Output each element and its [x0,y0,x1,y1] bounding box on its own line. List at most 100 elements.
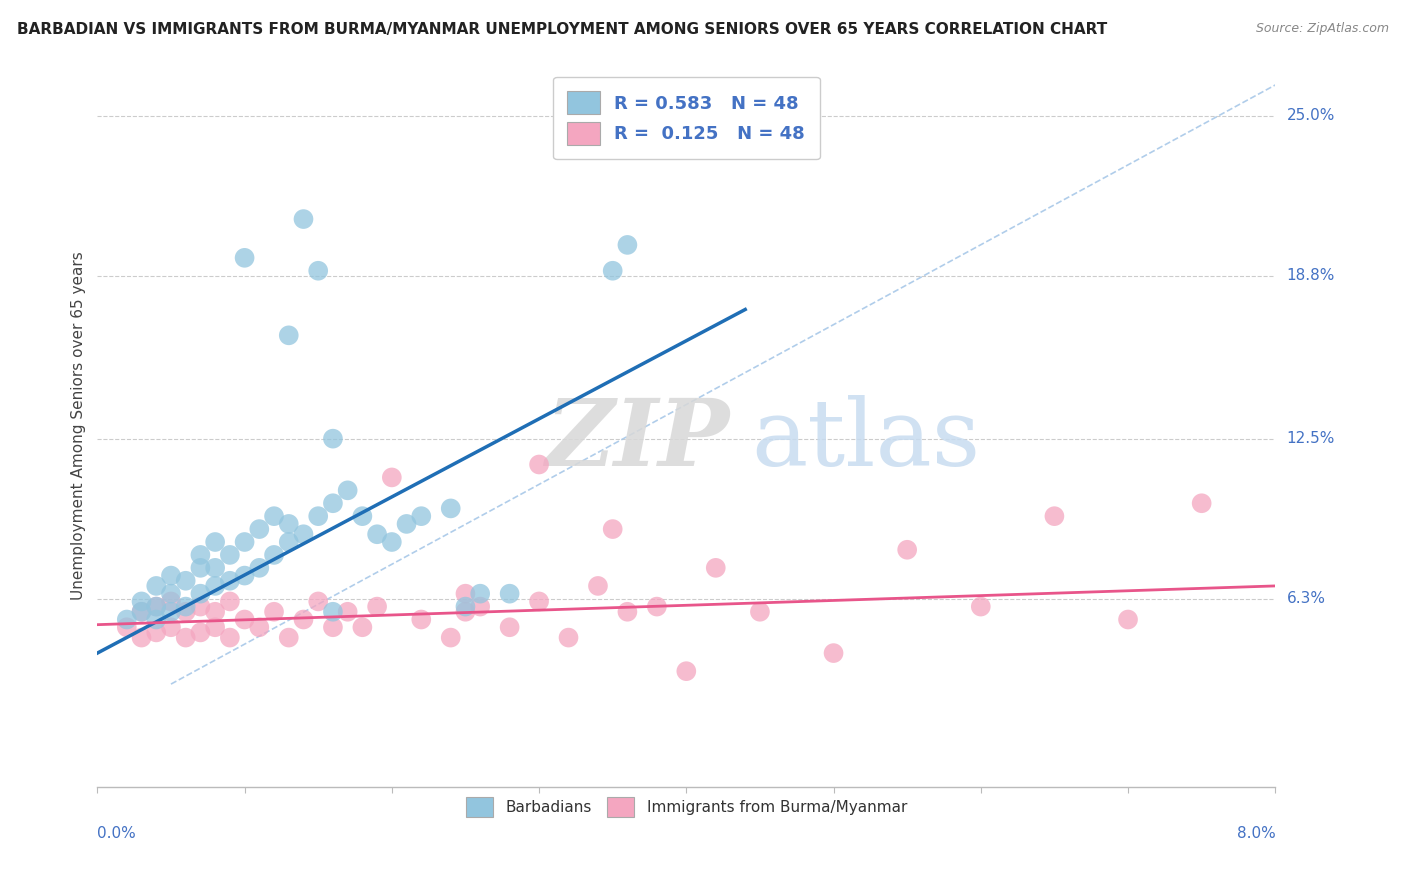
Point [277,631,299,645]
Point [381,470,404,484]
Point [454,587,477,601]
Point [218,631,240,645]
Point [675,664,697,678]
Point [145,613,167,627]
Text: BARBADIAN VS IMMIGRANTS FROM BURMA/MYANMAR UNEMPLOYMENT AMONG SENIORS OVER 65 YE: BARBADIAN VS IMMIGRANTS FROM BURMA/MYANM… [17,22,1107,37]
Point [174,605,197,619]
Point [145,599,167,614]
Point [204,605,226,619]
Point [218,548,240,562]
Point [131,605,153,619]
Point [322,496,344,510]
Point [307,509,329,524]
Point [366,599,388,614]
Point [263,605,285,619]
Point [322,620,344,634]
Point [115,620,138,634]
Point [174,574,197,588]
Point [307,264,329,278]
Point [160,594,183,608]
Point [263,548,285,562]
Point [190,625,212,640]
Point [190,561,212,575]
Point [440,501,463,516]
Point [470,587,492,601]
Point [602,522,624,536]
Point [160,568,183,582]
Point [823,646,845,660]
Point [115,613,138,627]
Point [454,599,477,614]
Point [145,599,167,614]
Point [247,522,270,536]
Point [190,599,212,614]
Point [131,631,153,645]
Point [233,535,256,549]
Point [470,599,492,614]
Point [748,605,770,619]
Point [970,599,993,614]
Point [204,535,226,549]
Point [586,579,609,593]
Point [174,631,197,645]
Text: 6.3%: 6.3% [1286,591,1326,607]
Point [1043,509,1066,524]
Point [381,535,404,549]
Point [218,594,240,608]
Point [247,620,270,634]
Point [277,535,299,549]
Point [704,561,727,575]
Point [247,561,270,575]
Point [131,605,153,619]
Point [292,527,315,541]
Point [160,605,183,619]
Point [527,458,550,472]
Point [277,328,299,343]
Point [204,579,226,593]
Point [160,620,183,634]
Point [336,605,359,619]
Point [145,579,167,593]
Point [352,509,374,524]
Legend: Barbadians, Immigrants from Burma/Myanmar: Barbadians, Immigrants from Burma/Myanma… [460,791,912,823]
Point [292,613,315,627]
Point [233,613,256,627]
Point [233,251,256,265]
Point [411,613,433,627]
Text: 18.8%: 18.8% [1286,268,1334,284]
Point [218,574,240,588]
Point [204,561,226,575]
Point [1116,613,1139,627]
Point [440,631,463,645]
Point [190,587,212,601]
Point [616,238,638,252]
Y-axis label: Unemployment Among Seniors over 65 years: Unemployment Among Seniors over 65 years [72,252,86,600]
Text: 12.5%: 12.5% [1286,431,1334,446]
Text: ZIP: ZIP [546,395,730,485]
Point [557,631,579,645]
Point [527,594,550,608]
Point [498,620,520,634]
Text: 8.0%: 8.0% [1236,826,1275,841]
Point [352,620,374,634]
Point [204,620,226,634]
Point [498,587,520,601]
Point [233,568,256,582]
Point [145,625,167,640]
Point [336,483,359,498]
Text: atlas: atlas [751,395,980,485]
Point [602,264,624,278]
Point [411,509,433,524]
Point [395,516,418,531]
Point [160,587,183,601]
Point [263,509,285,524]
Point [277,516,299,531]
Point [322,605,344,619]
Point [896,542,918,557]
Text: 0.0%: 0.0% [97,826,136,841]
Point [190,548,212,562]
Point [366,527,388,541]
Point [454,605,477,619]
Point [645,599,668,614]
Point [131,594,153,608]
